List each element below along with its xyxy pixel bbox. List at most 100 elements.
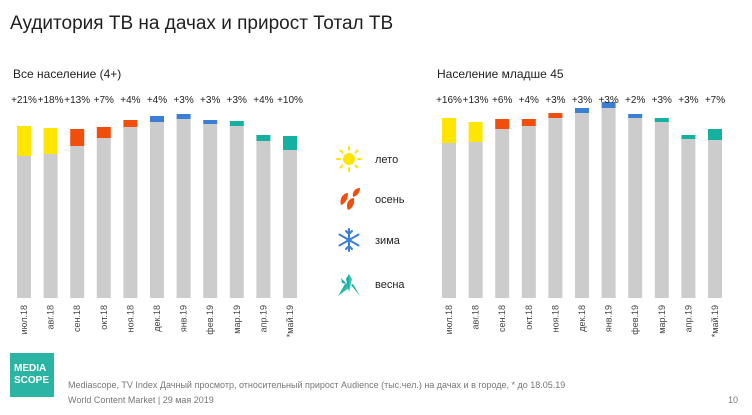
legend-item-summer: лето <box>335 145 425 175</box>
category-label-left-2: сен.18 <box>72 305 82 332</box>
growth-label-right-9: +3% <box>678 95 698 106</box>
event-footnote: World Content Market | 29 мая 2019 <box>68 395 214 405</box>
logo-line2: SCOPE <box>14 375 49 386</box>
bar-increment-left-4 <box>123 120 138 127</box>
growth-label-right-4: +3% <box>545 95 565 106</box>
bar-base-left-1 <box>43 154 58 298</box>
category-label-right-4: ноя.18 <box>550 305 560 332</box>
bar-base-right-8 <box>654 122 669 298</box>
bar-base-right-0 <box>442 143 456 298</box>
bar-increment-right-10 <box>708 129 722 140</box>
bar-increment-right-2 <box>495 119 510 129</box>
page-title: Аудитория ТВ на дачах и прирост Тотал ТВ <box>10 13 394 34</box>
growth-label-right-5: +3% <box>572 95 592 106</box>
bar-increment-right-8 <box>654 118 669 122</box>
growth-label-right-3: +4% <box>519 95 539 106</box>
growth-label-left-0: +21% <box>11 95 37 106</box>
bar-base-left-9 <box>256 141 271 298</box>
growth-label-right-10: +7% <box>705 95 725 106</box>
growth-label-left-1: +18% <box>38 95 64 106</box>
category-label-left-4: ноя.18 <box>125 305 135 332</box>
bar-increment-left-9 <box>256 135 271 141</box>
bar-base-right-5 <box>575 113 589 298</box>
bar-increment-left-8 <box>229 121 244 126</box>
category-label-right-10: *май.19 <box>710 305 720 337</box>
bar-base-left-0 <box>17 156 31 298</box>
bar-base-right-2 <box>495 129 510 298</box>
bar-base-right-9 <box>681 139 696 298</box>
bar-increment-right-6 <box>601 102 616 108</box>
growth-label-left-7: +3% <box>200 95 220 106</box>
bar-increment-right-3 <box>521 119 536 126</box>
growth-label-right-6: +3% <box>598 95 618 106</box>
legend-label-summer: лето <box>375 154 399 166</box>
bar-base-left-4 <box>123 127 138 298</box>
category-label-left-7: фев.19 <box>205 305 215 335</box>
growth-label-left-9: +4% <box>253 95 273 106</box>
mediascope-logo: MEDIA SCOPE <box>10 353 54 397</box>
bar-increment-left-0 <box>17 126 31 156</box>
chart-right-title: Население младше 45 <box>437 67 564 81</box>
snowflake-icon <box>338 228 360 252</box>
bar-increment-right-1 <box>468 122 483 142</box>
growth-label-left-8: +3% <box>227 95 247 106</box>
bar-base-left-7 <box>203 124 218 298</box>
bar-increment-right-0 <box>442 118 456 143</box>
page-number: 10 <box>727 395 738 405</box>
category-label-right-6: янв.19 <box>604 305 614 332</box>
bar-base-right-4 <box>548 118 563 298</box>
category-label-right-8: мар.19 <box>657 305 667 334</box>
bar-increment-left-5 <box>150 116 164 122</box>
bar-base-left-3 <box>96 138 111 298</box>
source-footnote: Mediascope, TV Index Дачный просмотр, от… <box>68 380 566 390</box>
bar-base-left-6 <box>176 119 191 298</box>
bar-increment-left-10 <box>283 136 297 150</box>
category-label-left-1: авг.18 <box>46 305 56 329</box>
category-label-left-0: июл.18 <box>19 305 29 334</box>
growth-label-left-4: +4% <box>120 95 140 106</box>
growth-label-left-6: +3% <box>173 95 193 106</box>
bar-increment-right-9 <box>681 135 696 139</box>
bar-increment-left-2 <box>70 129 85 146</box>
logo-line1: MEDIA <box>14 363 46 374</box>
legend-label-autumn: осень <box>375 194 405 206</box>
category-label-left-5: дек.18 <box>152 305 162 332</box>
category-label-left-6: янв.19 <box>179 305 189 332</box>
bar-base-right-1 <box>468 142 483 298</box>
category-label-right-7: фев.19 <box>630 305 640 335</box>
bar-base-left-2 <box>70 146 85 298</box>
bar-base-right-7 <box>628 118 643 298</box>
category-label-right-1: авг.18 <box>471 305 481 329</box>
autumn-leaves-icon <box>340 188 360 210</box>
bar-base-right-6 <box>601 108 616 298</box>
growth-label-right-8: +3% <box>652 95 672 106</box>
growth-label-right-2: +6% <box>492 95 512 106</box>
bar-increment-right-7 <box>628 114 643 118</box>
bar-base-left-10 <box>283 150 297 298</box>
bar-increment-left-7 <box>203 120 218 124</box>
bar-increment-left-3 <box>96 127 111 138</box>
category-label-left-10: *май.19 <box>285 305 295 337</box>
chart-left-title: Все население (4+) <box>13 67 122 81</box>
category-label-right-3: окт.18 <box>524 305 534 330</box>
category-label-left-3: окт.18 <box>99 305 109 330</box>
legend-item-autumn: осень <box>335 185 425 215</box>
growth-label-right-0: +16% <box>436 95 462 106</box>
category-label-left-8: мар.19 <box>232 305 242 334</box>
bar-base-left-8 <box>229 126 244 298</box>
bar-base-left-5 <box>150 122 164 298</box>
legend-item-spring: весна <box>335 270 425 300</box>
category-label-right-5: дек.18 <box>577 305 587 332</box>
legend-label-winter: зима <box>375 235 400 247</box>
growth-label-left-5: +4% <box>147 95 167 106</box>
category-label-right-0: июл.18 <box>444 305 454 334</box>
growth-label-left-2: +13% <box>64 95 90 106</box>
growth-label-right-1: +13% <box>463 95 489 106</box>
bar-base-right-10 <box>708 140 722 298</box>
category-label-left-9: апр.19 <box>258 305 268 332</box>
legend-label-spring: весна <box>375 279 405 291</box>
bar-base-right-3 <box>521 126 536 298</box>
category-label-right-2: сен.18 <box>497 305 507 332</box>
spring-sprout-icon <box>338 274 360 296</box>
